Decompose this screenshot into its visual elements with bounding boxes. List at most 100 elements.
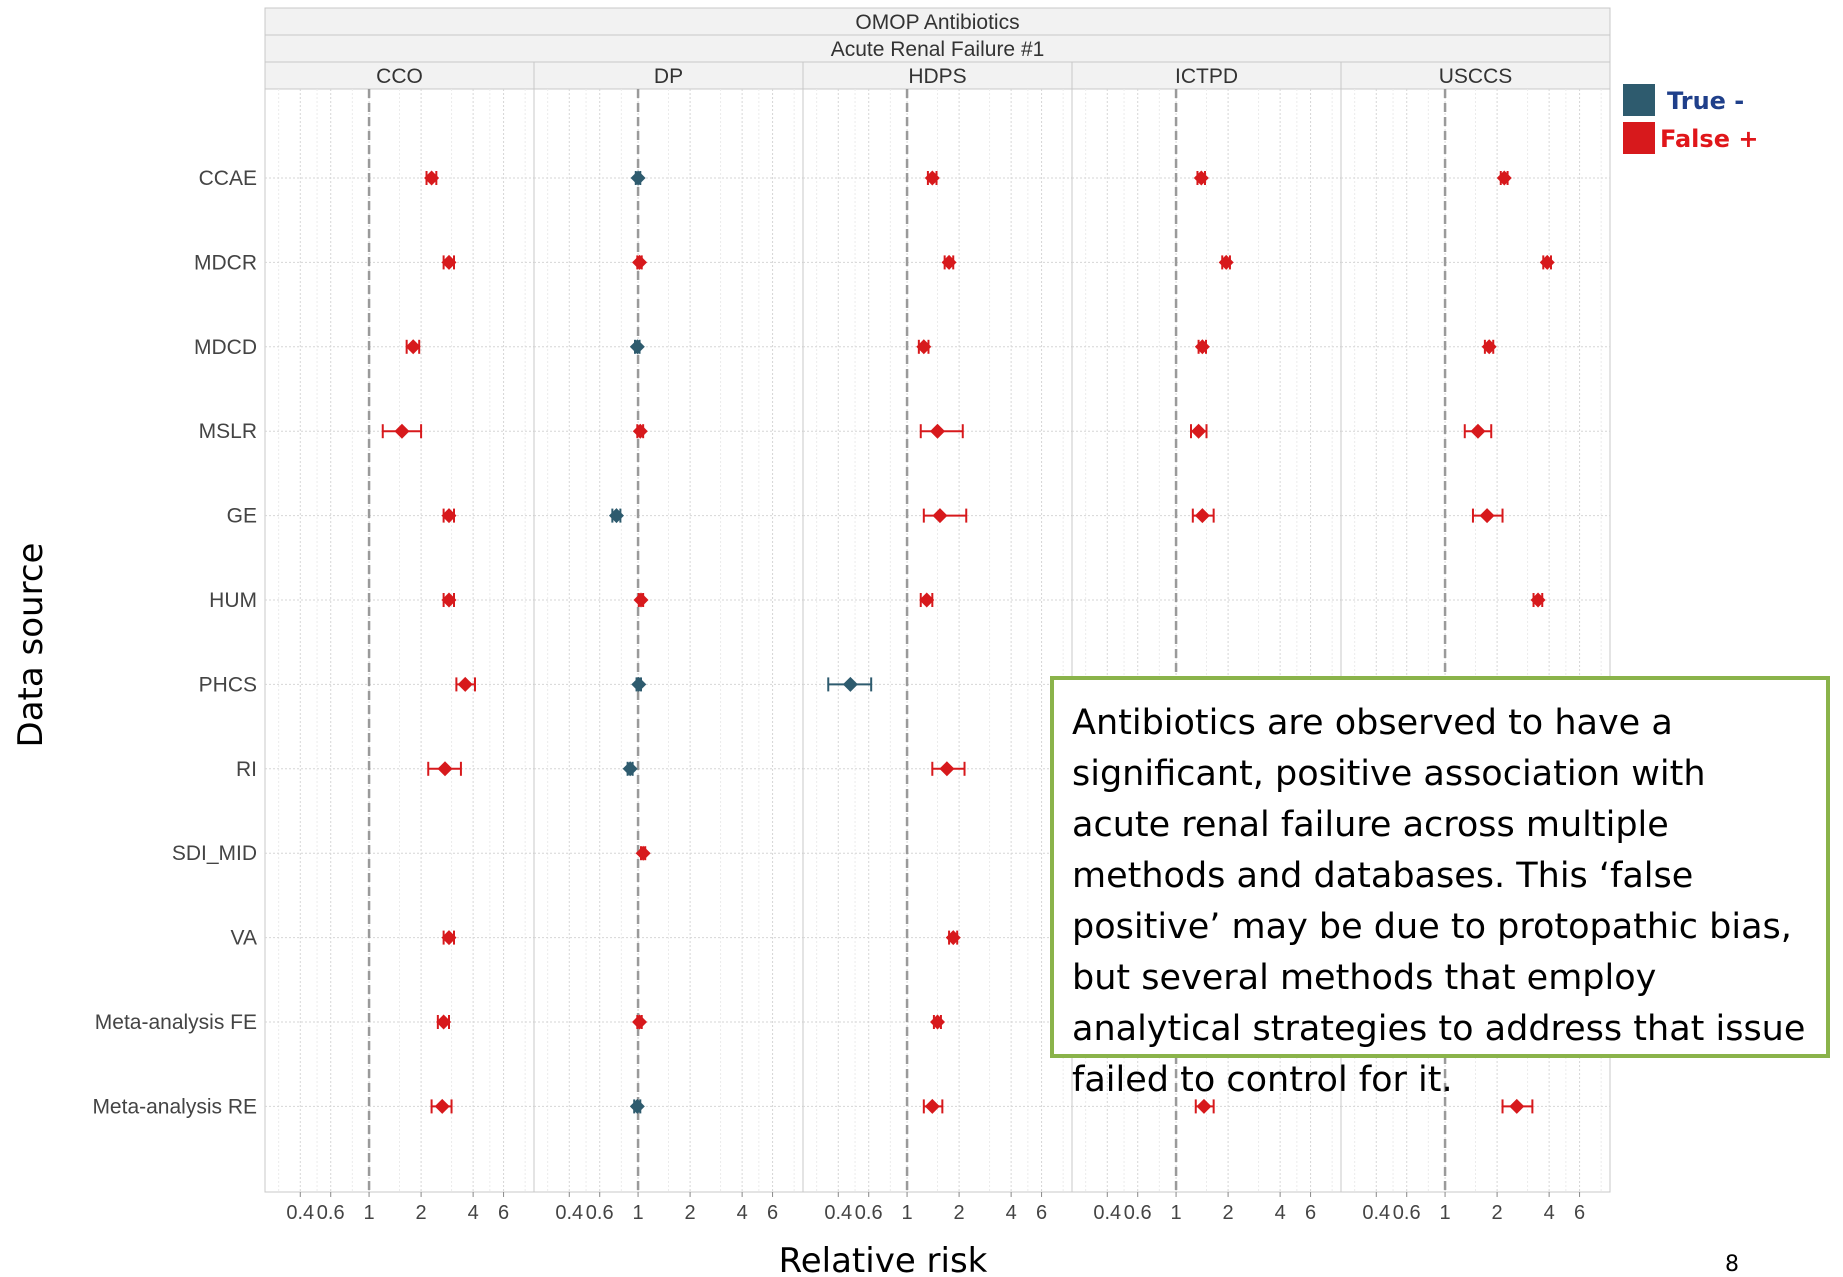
row-label: HUM: [209, 589, 257, 612]
estimate-diamond: [1509, 1098, 1525, 1114]
x-tick-label: 0.4: [555, 1202, 583, 1224]
point-dp-meta-analysis-fe: [632, 1014, 648, 1030]
x-tick-label: 0.4: [1362, 1202, 1390, 1224]
x-tick-label: 0.6: [586, 1202, 614, 1224]
estimate-diamond: [632, 254, 648, 270]
estimate-diamond: [919, 592, 935, 608]
point-hdps-mdcr: [941, 254, 957, 270]
x-tick-label: 0.4: [286, 1202, 314, 1224]
point-dp-mslr: [632, 423, 648, 439]
x-tick-label: 4: [1544, 1202, 1555, 1224]
x-tick-label: 6: [498, 1202, 509, 1224]
estimate-diamond: [441, 508, 457, 524]
x-tick-label: 6: [767, 1202, 778, 1224]
row-label: MSLR: [199, 420, 257, 443]
x-tick-label: 2: [954, 1202, 965, 1224]
point-dp-sdi-mid: [635, 845, 651, 861]
chart-subtitle: Acute Renal Failure #1: [831, 38, 1045, 61]
point-usccs-ccae: [1496, 170, 1512, 186]
estimate-diamond: [608, 508, 624, 524]
legend-label: True -: [1667, 87, 1744, 115]
row-label: Meta-analysis FE: [95, 1011, 257, 1034]
strip-panel-band: [264, 61, 535, 90]
panel-label-cco: CCO: [376, 65, 423, 88]
legend-swatch: [1623, 84, 1655, 116]
row-label: SDI_MID: [172, 842, 257, 865]
estimate-diamond: [1470, 423, 1486, 439]
estimate-diamond: [842, 676, 858, 692]
facet-strips: OMOP Antibiotics Acute Renal Failure #1 CC…: [264, 7, 1611, 90]
point-ictpd-mdcr: [1218, 254, 1234, 270]
point-usccs-mdcd: [1481, 339, 1497, 355]
x-tick-label: 2: [685, 1202, 696, 1224]
estimate-diamond: [1539, 254, 1555, 270]
estimate-diamond: [635, 845, 651, 861]
point-dp-meta-analysis-re: [629, 1098, 645, 1114]
point-cco-mslr: [381, 423, 423, 439]
row-labels: CCAE MDCR MDCD MSLR GE HUM PHCS RI SDI_MID VA Meta…: [92, 167, 257, 1118]
point-hdps-va: [945, 930, 961, 946]
x-tick-label: 0.6: [317, 1202, 345, 1224]
annotation-callout: Antibiotics are observed to have a signi…: [1050, 676, 1830, 1100]
x-tick-label: 2: [1492, 1202, 1503, 1224]
y-axis-title: Data source: [11, 543, 51, 748]
x-tick-label: 1: [364, 1202, 375, 1224]
estimate-diamond: [405, 339, 421, 355]
panel-label-ictpd: ICTPD: [1175, 65, 1238, 88]
estimate-diamond: [633, 592, 649, 608]
estimate-diamond: [1196, 1098, 1212, 1114]
x-tick-label: 4: [468, 1202, 479, 1224]
estimate-diamond: [441, 254, 457, 270]
data-marks: [381, 170, 1555, 1114]
estimate-diamond: [629, 1098, 645, 1114]
estimate-diamond: [629, 339, 645, 355]
estimate-diamond: [631, 676, 647, 692]
strip-subtitle-band: [264, 34, 1611, 63]
x-tick-label: 1: [1440, 1202, 1451, 1224]
estimate-diamond: [424, 170, 440, 186]
point-hdps-mdcd: [916, 339, 932, 355]
point-hdps-ccae: [924, 170, 940, 186]
panel-label-usccs: USCCS: [1439, 65, 1513, 88]
point-cco-meta-analysis-re: [430, 1098, 453, 1114]
panel-cco: [264, 88, 535, 1193]
estimate-diamond: [930, 1014, 945, 1030]
point-dp-hum: [633, 592, 649, 608]
legend-label: False +: [1660, 125, 1758, 153]
estimate-diamond: [441, 592, 457, 608]
point-hdps-phcs: [827, 676, 873, 692]
point-usccs-mdcr: [1539, 254, 1555, 270]
row-label: MDCR: [194, 251, 257, 274]
point-ictpd-mdcd: [1194, 339, 1210, 355]
point-dp-ri: [622, 761, 638, 777]
strip-title-band: [264, 7, 1611, 36]
legend-swatch: [1623, 122, 1655, 154]
point-ictpd-meta-analysis-re: [1194, 1098, 1215, 1114]
panel-label-hdps: HDPS: [908, 65, 966, 88]
point-ictpd-ge: [1191, 508, 1215, 524]
point-dp-ge: [608, 508, 624, 524]
point-dp-ccae: [630, 170, 646, 186]
point-cco-ccae: [424, 170, 440, 186]
x-tick-labels: 0.4 0.6 1 2 4 6 0.4 0.6 1 2 4 6 0.4 0.6 1 2 4 6 0.4 0.6 1 2 4 6…: [286, 1192, 1585, 1224]
x-tick-label: 2: [416, 1202, 427, 1224]
x-tick-label: 6: [1036, 1202, 1047, 1224]
estimate-diamond: [632, 1014, 648, 1030]
point-cco-meta-analysis-fe: [436, 1014, 452, 1030]
point-cco-hum: [441, 592, 457, 608]
point-hdps-meta-analysis-fe: [930, 1014, 945, 1030]
panel-hdps: [802, 88, 1073, 1193]
estimate-diamond: [441, 930, 457, 946]
estimate-diamond: [924, 1098, 940, 1114]
row-label: CCAE: [199, 167, 257, 190]
estimate-diamond: [1479, 508, 1495, 524]
point-cco-va: [441, 930, 457, 946]
point-cco-mdcd: [405, 339, 421, 355]
point-hdps-ri: [931, 761, 966, 777]
point-hdps-meta-analysis-re: [922, 1098, 944, 1114]
row-label: VA: [231, 927, 257, 950]
estimate-diamond: [930, 423, 945, 439]
estimate-diamond: [1481, 339, 1497, 355]
point-cco-ge: [441, 508, 457, 524]
x-tick-label: 6: [1305, 1202, 1316, 1224]
